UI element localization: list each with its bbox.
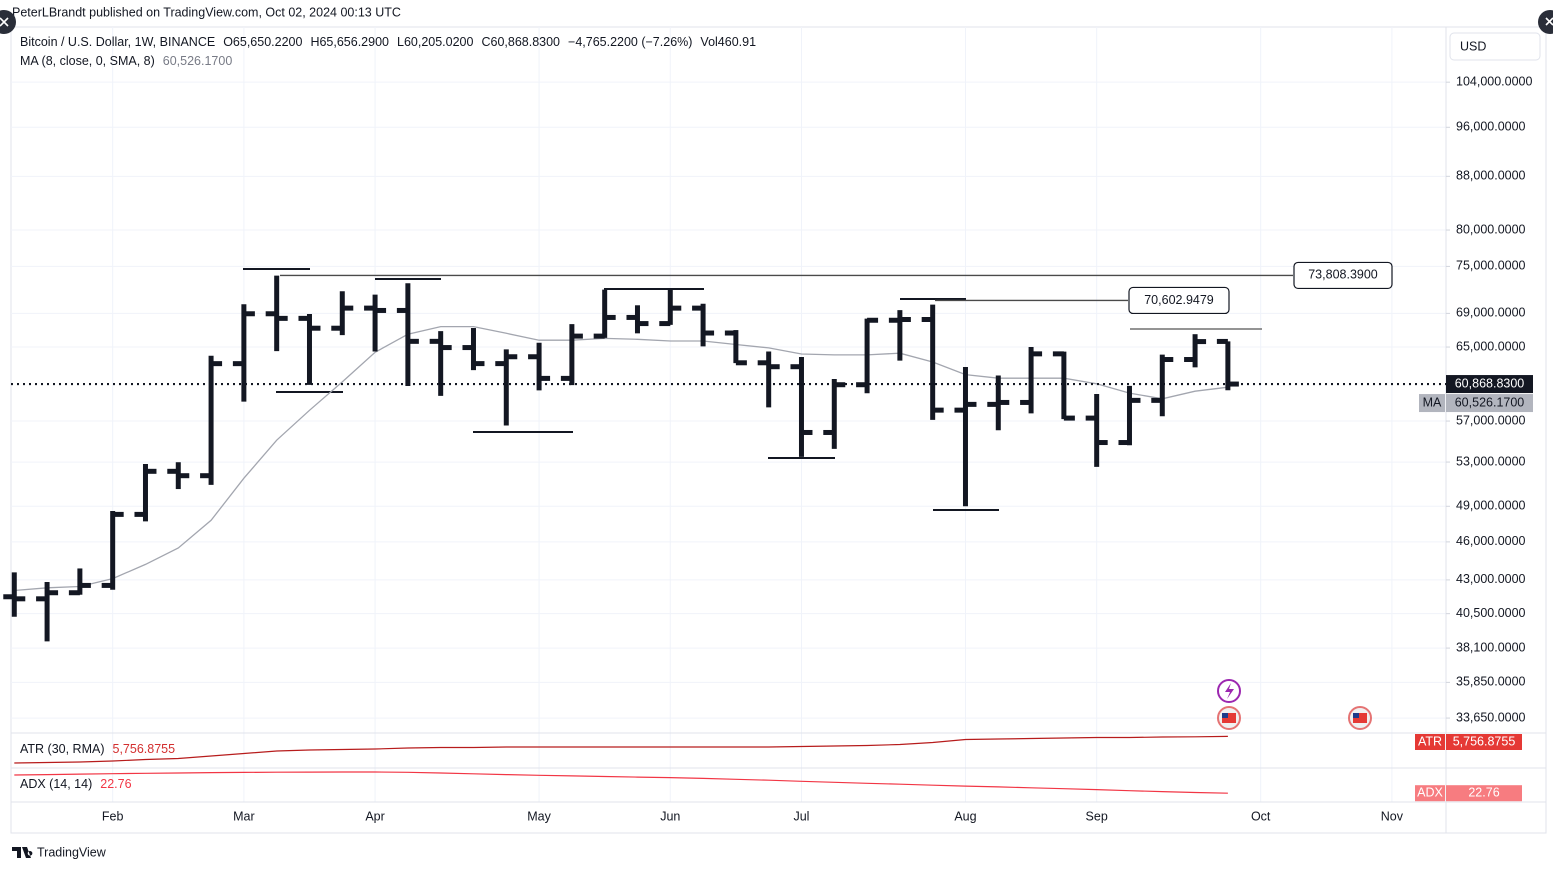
x-tick-label: May bbox=[527, 809, 551, 823]
ma-tag-name: MA bbox=[1423, 395, 1442, 409]
indicator-tag bbox=[1446, 734, 1522, 750]
adx-value: 22.76 bbox=[100, 777, 131, 791]
currency-box[interactable] bbox=[1449, 32, 1541, 61]
symbol-name: Bitcoin / U.S. Dollar, 1W, BINANCE bbox=[20, 35, 215, 49]
y-tick-label: 38,100.0000 bbox=[1456, 640, 1526, 654]
last-price-tag bbox=[1446, 375, 1533, 394]
y-tick-label: 80,000.0000 bbox=[1456, 222, 1526, 236]
ma-tag-name-box bbox=[1419, 394, 1445, 413]
x-tick-label: Mar bbox=[233, 809, 255, 823]
last-price-label: 60,868.8300 bbox=[1455, 376, 1525, 390]
currency[interactable]: USD bbox=[1460, 39, 1486, 53]
y-tick-label: 88,000.0000 bbox=[1456, 169, 1526, 183]
atr-name: ATR (30, RMA) bbox=[20, 742, 105, 756]
ma-tag bbox=[1446, 394, 1533, 413]
x-tick-label: Oct bbox=[1251, 809, 1271, 823]
x-tick-label: Apr bbox=[365, 809, 384, 823]
y-tick-label: 33,650.0000 bbox=[1456, 710, 1526, 724]
indicator-line bbox=[14, 735, 1228, 764]
close-glyph bbox=[0, 17, 9, 27]
publisher-note: PeterLBrandt published on TradingView.co… bbox=[12, 5, 401, 19]
brand-name: TradingView bbox=[37, 845, 107, 859]
ma-value: 60,526.1700 bbox=[163, 54, 233, 68]
symbol-legend: Bitcoin / U.S. Dollar, 1W, BINANCE O65,65… bbox=[20, 35, 756, 49]
adx-name: ADX (14, 14) bbox=[20, 777, 92, 791]
y-tick-label: 75,000.0000 bbox=[1456, 259, 1526, 273]
legend-low: L60,205.0200 bbox=[397, 35, 474, 49]
y-tick-label: 40,500.0000 bbox=[1456, 606, 1526, 620]
level-label-box bbox=[1128, 286, 1230, 315]
y-tick-label: 53,000.0000 bbox=[1456, 454, 1526, 468]
event-glyph bbox=[1222, 713, 1236, 723]
level-label: 73,808.3900 bbox=[1308, 268, 1378, 282]
level-label-box bbox=[1293, 261, 1393, 290]
atr-legend: ATR (30, RMA) 5,756.8755 bbox=[20, 742, 175, 756]
ma-legend: MA (8, close, 0, SMA, 8) 60,526.1700 bbox=[20, 54, 232, 68]
y-tick-label: 35,850.0000 bbox=[1456, 675, 1526, 689]
close-button[interactable] bbox=[0, 10, 16, 34]
x-tick-label: Sep bbox=[1086, 809, 1108, 823]
legend-volume: Vol460.91 bbox=[700, 35, 756, 49]
ma-tag-label: 60,526.1700 bbox=[1455, 395, 1525, 409]
legend-close: C60,868.8300 bbox=[481, 35, 560, 49]
grid bbox=[11, 27, 1446, 802]
indicator-tag-name: ATR bbox=[1418, 734, 1442, 748]
close-button[interactable] bbox=[1538, 10, 1553, 34]
indicator-tag-name: ADX bbox=[1417, 786, 1443, 800]
x-tick-label: Feb bbox=[102, 809, 124, 823]
x-tick-label: Nov bbox=[1381, 809, 1404, 823]
y-tick-label: 46,000.0000 bbox=[1456, 534, 1526, 548]
legend-open: O65,650.2200 bbox=[223, 35, 302, 49]
event-glyph bbox=[1353, 713, 1359, 718]
adx-legend: ADX (14, 14) 22.76 bbox=[20, 777, 132, 791]
y-tick-label: 43,000.0000 bbox=[1456, 572, 1526, 586]
indicator-tag-name-box bbox=[1415, 734, 1445, 750]
atr-value: 5,756.8755 bbox=[113, 742, 176, 756]
y-tick-label: 49,000.0000 bbox=[1456, 499, 1526, 513]
ma-line bbox=[14, 325, 1228, 592]
indicator-tag bbox=[1446, 785, 1522, 802]
indicator-tag-name-box bbox=[1415, 785, 1445, 802]
ma-name: MA (8, close, 0, SMA, 8) bbox=[20, 54, 155, 68]
y-tick-label: 57,000.0000 bbox=[1456, 413, 1526, 427]
brand-logo bbox=[12, 847, 33, 858]
event-glyph bbox=[1222, 713, 1228, 718]
level-label: 70,602.9479 bbox=[1144, 293, 1214, 307]
event-glyph bbox=[1225, 683, 1234, 699]
y-tick-label: 69,000.0000 bbox=[1456, 306, 1526, 320]
legend-high: H65,656.2900 bbox=[310, 35, 389, 49]
x-tick-label: Aug bbox=[954, 809, 976, 823]
drawn-levels bbox=[243, 268, 1262, 511]
y-tick-label: 104,000.0000 bbox=[1456, 74, 1533, 88]
indicator-line bbox=[14, 771, 1228, 794]
event-icons bbox=[1217, 679, 1372, 730]
y-tick-label: 65,000.0000 bbox=[1456, 339, 1526, 353]
y-tick-label: 96,000.0000 bbox=[1456, 120, 1526, 134]
event-glyph bbox=[1353, 713, 1367, 723]
plot: 73,808.3900 70,602.9479 bbox=[3, 261, 1446, 794]
legend-change: −4,765.2200 (−7.26%) bbox=[568, 35, 692, 49]
x-tick-label: Jul bbox=[793, 809, 809, 823]
x-tick-label: Jun bbox=[660, 809, 680, 823]
close-glyph bbox=[1545, 17, 1553, 26]
indicator-tag-label: 5,756.8755 bbox=[1453, 734, 1516, 748]
chart-frame bbox=[10, 26, 1547, 834]
indicator-tag-label: 22.76 bbox=[1468, 786, 1499, 800]
